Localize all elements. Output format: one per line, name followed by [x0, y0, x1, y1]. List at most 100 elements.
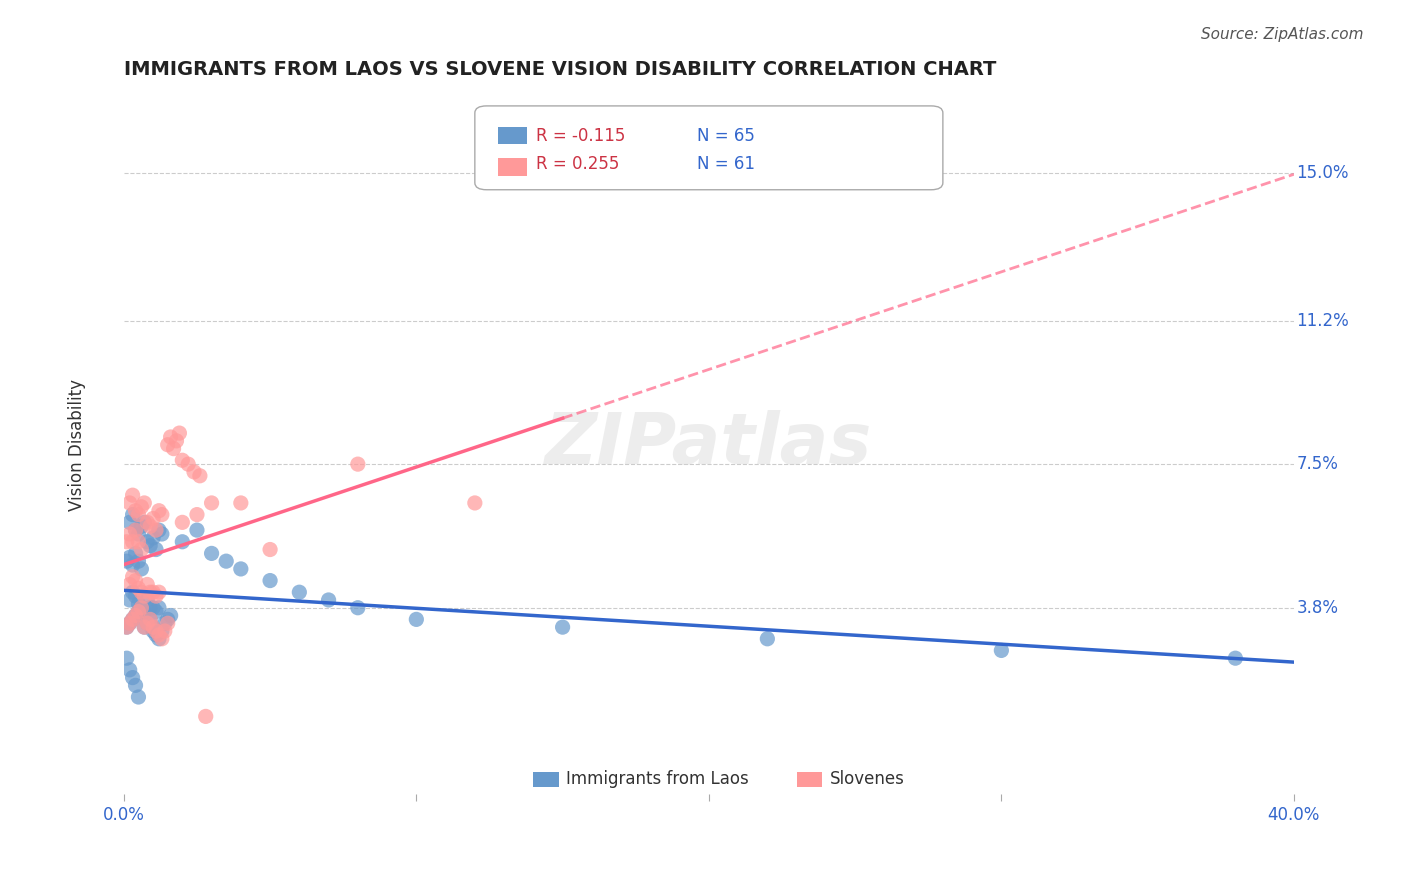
Point: [124, 504, 146, 518]
Point: [127, 554, 149, 568]
Point: [124, 574, 146, 588]
Point: [166, 434, 188, 448]
Text: Vision Disability: Vision Disability: [67, 379, 86, 511]
Point: [131, 519, 153, 533]
Point: [134, 496, 156, 510]
Point: [127, 534, 149, 549]
Point: [186, 508, 208, 522]
Text: 0.0%: 0.0%: [103, 805, 145, 823]
Point: [121, 585, 143, 599]
Point: [121, 570, 143, 584]
Text: 15.0%: 15.0%: [1296, 164, 1348, 182]
Point: [134, 620, 156, 634]
Point: [145, 523, 167, 537]
Text: Slovenes: Slovenes: [830, 770, 904, 788]
Text: 40.0%: 40.0%: [1268, 805, 1320, 823]
Point: [127, 605, 149, 619]
Point: [124, 546, 146, 560]
Point: [124, 678, 146, 692]
Point: [124, 523, 146, 537]
Point: [150, 624, 173, 638]
Point: [121, 612, 143, 626]
Point: [118, 593, 141, 607]
Point: [259, 574, 281, 588]
Point: [136, 534, 159, 549]
Text: N = 61: N = 61: [697, 155, 755, 173]
Point: [186, 523, 208, 537]
Point: [139, 600, 162, 615]
FancyBboxPatch shape: [475, 106, 943, 190]
Point: [124, 608, 146, 623]
Point: [145, 628, 167, 642]
Text: 3.8%: 3.8%: [1296, 599, 1339, 616]
Point: [159, 430, 181, 444]
Point: [150, 632, 173, 646]
Point: [131, 562, 153, 576]
Point: [156, 616, 179, 631]
Point: [142, 585, 165, 599]
Point: [136, 516, 159, 530]
Point: [118, 616, 141, 631]
Point: [156, 612, 179, 626]
Point: [142, 624, 165, 638]
Point: [172, 534, 194, 549]
Point: [124, 608, 146, 623]
Point: [136, 593, 159, 607]
Point: [131, 542, 153, 557]
Point: [121, 534, 143, 549]
Point: [115, 651, 138, 665]
Point: [288, 585, 311, 599]
Point: [136, 616, 159, 631]
Point: [131, 600, 153, 615]
Point: [200, 546, 222, 560]
FancyBboxPatch shape: [498, 127, 527, 145]
Text: ZIPatlas: ZIPatlas: [546, 410, 873, 479]
Point: [318, 593, 340, 607]
Text: N = 65: N = 65: [697, 127, 755, 145]
Text: IMMIGRANTS FROM LAOS VS SLOVENE VISION DISABILITY CORRELATION CHART: IMMIGRANTS FROM LAOS VS SLOVENE VISION D…: [124, 60, 997, 78]
Point: [148, 523, 170, 537]
Point: [121, 508, 143, 522]
FancyBboxPatch shape: [533, 772, 560, 787]
Point: [215, 554, 238, 568]
Point: [134, 605, 156, 619]
Point: [145, 605, 167, 619]
Point: [139, 612, 162, 626]
Point: [145, 624, 167, 638]
Point: [551, 620, 574, 634]
Point: [145, 589, 167, 603]
Point: [153, 616, 176, 631]
Point: [162, 442, 184, 456]
Point: [118, 516, 141, 530]
Point: [229, 562, 252, 576]
Point: [118, 527, 141, 541]
Point: [115, 620, 138, 634]
Text: Source: ZipAtlas.com: Source: ZipAtlas.com: [1201, 27, 1364, 42]
Point: [405, 612, 427, 626]
Point: [127, 690, 149, 704]
FancyBboxPatch shape: [498, 158, 527, 176]
Point: [200, 496, 222, 510]
Text: Immigrants from Laos: Immigrants from Laos: [567, 770, 749, 788]
Point: [172, 516, 194, 530]
Point: [134, 620, 156, 634]
Point: [259, 542, 281, 557]
Point: [148, 585, 170, 599]
Point: [139, 539, 162, 553]
Point: [134, 589, 156, 603]
Point: [121, 612, 143, 626]
Point: [121, 558, 143, 572]
Point: [131, 500, 153, 514]
Point: [142, 531, 165, 545]
FancyBboxPatch shape: [797, 772, 823, 787]
Point: [118, 496, 141, 510]
Point: [136, 616, 159, 631]
Point: [139, 585, 162, 599]
Point: [127, 597, 149, 611]
Text: 7.5%: 7.5%: [1296, 455, 1339, 473]
Point: [347, 457, 370, 471]
Point: [347, 600, 370, 615]
Point: [990, 643, 1012, 657]
Point: [159, 608, 181, 623]
Point: [183, 465, 205, 479]
